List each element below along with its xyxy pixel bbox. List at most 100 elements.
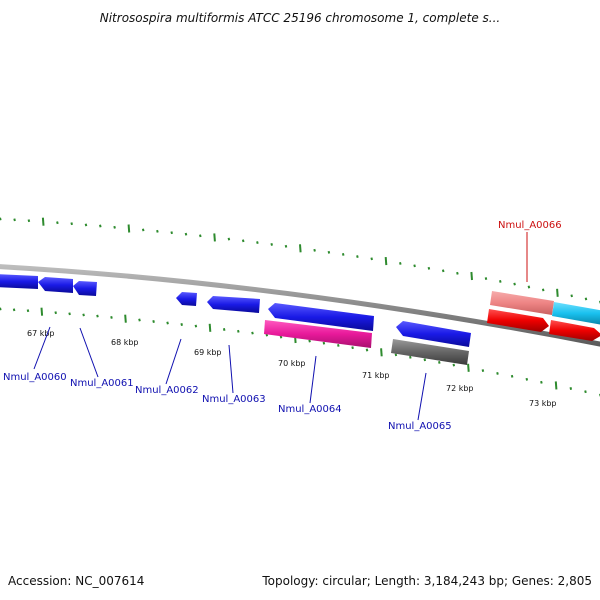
minor-tick <box>26 309 30 313</box>
gene-arrow[interactable] <box>490 291 554 315</box>
gene-arrow-secondary[interactable] <box>552 302 600 325</box>
gene-arrow-secondary[interactable] <box>391 339 469 365</box>
gene-arrow[interactable] <box>73 281 97 296</box>
minor-tick <box>365 348 369 352</box>
gene-nmul-a0063[interactable] <box>207 296 260 313</box>
minor-tick <box>96 314 99 318</box>
minor-tick <box>399 261 402 265</box>
major-tick <box>213 233 216 242</box>
minor-tick <box>452 363 456 367</box>
gene-label[interactable]: Nmul_A0060 <box>3 372 67 383</box>
minor-tick <box>413 264 416 268</box>
minor-tick <box>279 335 283 339</box>
label-leaders <box>33 326 427 421</box>
gene-arrow[interactable] <box>487 309 549 332</box>
minor-tick <box>351 346 354 350</box>
minor-tick <box>370 257 373 261</box>
minor-tick <box>170 231 173 235</box>
minor-tick <box>540 380 543 384</box>
gene-arrow[interactable] <box>0 274 38 289</box>
gene-arrow[interactable] <box>268 303 374 331</box>
minor-tick <box>270 242 273 246</box>
gene-arrow[interactable] <box>176 292 197 306</box>
minor-tick <box>152 320 155 323</box>
minor-tick <box>12 308 16 312</box>
scale-label: 70 kbp <box>278 359 306 368</box>
minor-tick <box>284 244 288 248</box>
minor-tick <box>222 328 226 331</box>
minor-tick <box>584 390 587 394</box>
gene-arrow[interactable] <box>549 320 600 341</box>
inner-tick-marks <box>0 307 600 397</box>
minor-tick <box>423 358 427 362</box>
scale-label: 73 kbp <box>529 399 557 408</box>
minor-tick <box>68 312 71 316</box>
leader-line <box>165 338 182 385</box>
gene-label[interactable]: Nmul_A0063 <box>202 394 266 405</box>
gene-label[interactable]: Nmul_A0061 <box>70 378 134 389</box>
major-tick <box>470 271 473 281</box>
minor-tick <box>584 297 588 301</box>
minor-tick <box>484 277 488 281</box>
minor-tick <box>327 250 331 254</box>
minor-tick <box>441 269 445 273</box>
minor-tick <box>356 255 359 259</box>
gene-label[interactable]: Nmul_A0065 <box>388 421 452 432</box>
minor-tick <box>527 285 531 289</box>
minor-tick <box>569 387 573 390</box>
gene-arrow[interactable] <box>38 277 73 293</box>
minor-tick <box>84 223 88 227</box>
minor-tick <box>82 313 85 317</box>
minor-tick <box>184 232 188 236</box>
minor-tick <box>241 239 245 243</box>
minor-tick <box>180 323 183 326</box>
gene-nmul-a0062[interactable] <box>176 292 197 306</box>
gene-label[interactable]: Nmul_A0064 <box>278 404 342 415</box>
minor-tick <box>194 324 198 328</box>
minor-tick <box>113 225 116 229</box>
gene-nmul-a0064[interactable] <box>264 303 374 348</box>
minor-tick <box>138 318 141 322</box>
gene-arrow[interactable] <box>207 296 260 313</box>
genome-summary-text: Topology: circular; Length: 3,184,243 bp… <box>261 574 592 588</box>
minor-tick <box>570 294 573 298</box>
major-tick <box>41 217 45 226</box>
map-title: Nitrosospira multiformis ATCC 25196 chro… <box>100 11 501 25</box>
leader-line <box>79 327 99 378</box>
major-tick <box>467 363 470 372</box>
minor-tick <box>456 271 459 275</box>
chromosome-backbone <box>0 264 600 347</box>
major-tick <box>124 314 127 323</box>
major-tick <box>380 348 383 357</box>
major-tick <box>554 381 558 390</box>
minor-tick <box>499 279 502 283</box>
leader-line <box>309 355 317 404</box>
gene-arrow-secondary[interactable] <box>264 320 372 348</box>
minor-tick <box>27 219 31 223</box>
gene-nmul-a0065[interactable] <box>391 321 471 365</box>
minor-tick <box>54 311 57 315</box>
major-tick <box>384 257 388 266</box>
gene-arrow[interactable] <box>396 321 471 347</box>
gene-nmul-a0061[interactable] <box>38 277 97 296</box>
minor-tick <box>438 360 441 364</box>
scale-label: 69 kbp <box>194 348 222 357</box>
minor-tick <box>427 266 431 270</box>
minor-tick <box>141 228 145 232</box>
minor-tick <box>481 369 485 373</box>
minor-tick <box>409 355 412 359</box>
minor-tick <box>525 377 529 381</box>
gene-nmul-a0060[interactable] <box>0 274 38 289</box>
minor-tick <box>496 371 499 375</box>
minor-tick <box>308 339 311 343</box>
gene-label[interactable]: Nmul_A0066 <box>498 220 562 231</box>
major-tick <box>299 244 302 253</box>
minor-tick <box>256 241 259 245</box>
gene-nmul-a0066[interactable] <box>487 291 600 341</box>
minor-tick <box>110 315 113 319</box>
minor-tick <box>156 229 159 233</box>
leader-line <box>33 326 51 370</box>
outer-tick-marks <box>0 217 600 304</box>
minor-tick <box>56 221 59 225</box>
gene-label[interactable]: Nmul_A0062 <box>135 385 199 396</box>
